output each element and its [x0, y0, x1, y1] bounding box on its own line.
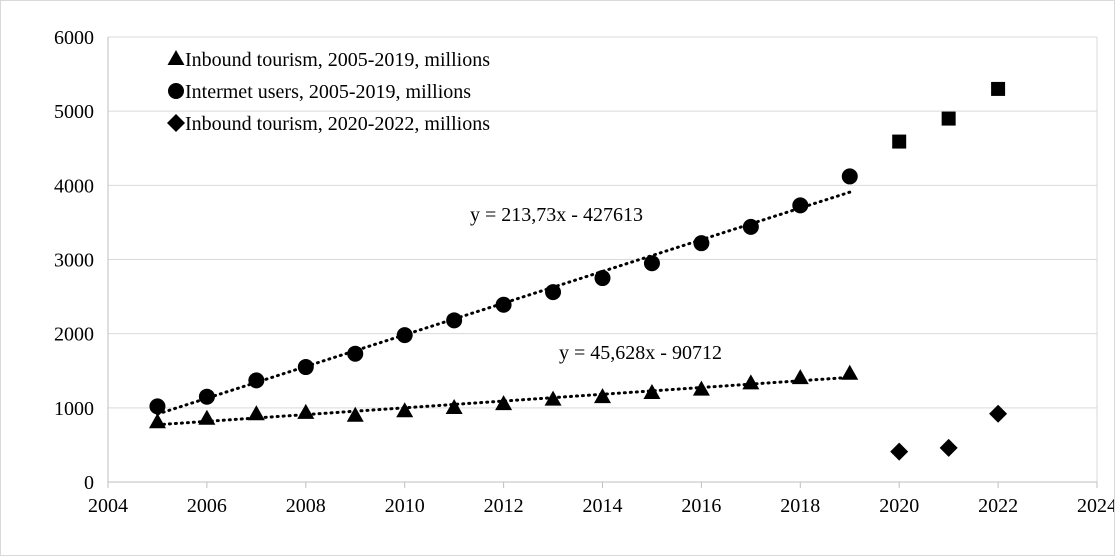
data-point-triangle [198, 409, 216, 425]
y-tick-label: 3000 [54, 250, 94, 272]
data-point-triangle [594, 388, 611, 404]
x-tick-label: 2014 [583, 495, 623, 517]
trendline-equation-2: y = 45,628x - 90712 [559, 342, 722, 364]
data-point-circle [396, 327, 413, 344]
series-2-circle-points [149, 168, 858, 415]
x-tick-label: 2008 [286, 495, 326, 517]
x-tick-label: 2004 [88, 495, 128, 517]
data-point-triangle [495, 395, 513, 411]
x-tick-label: 2022 [978, 495, 1018, 517]
trendline-equation-1: y = 213,73x - 427613 [470, 204, 643, 226]
legend: Inbound tourism, 2005-2019, millions Inte… [167, 49, 490, 135]
x-tick-label: 2018 [780, 495, 820, 517]
x-tick-label: 2016 [681, 495, 721, 517]
data-point-circle [347, 345, 364, 362]
data-point-circle [594, 270, 611, 287]
data-point-circle [545, 284, 562, 301]
data-point-triangle [643, 384, 661, 399]
data-point-circle [198, 388, 215, 405]
data-point-circle [742, 218, 759, 235]
data-point-triangle [346, 406, 364, 422]
data-point-triangle [396, 402, 414, 418]
series-4-square-points [892, 81, 1006, 149]
y-tick-label: 4000 [54, 175, 94, 197]
legend-marker-circle [168, 83, 184, 99]
trendline-1 [155, 190, 852, 416]
axes: 0 1000 2000 3000 4000 5000 6000 2004 2006 2008 201… [54, 27, 1115, 517]
trendlines: y = 213,73x - 427613 y = 45,628x - 90712 [155, 190, 852, 427]
x-tick-label: 2006 [187, 495, 227, 517]
data-point-triangle [445, 398, 463, 414]
gridlines [108, 36, 1098, 482]
data-point-circle [792, 197, 809, 214]
x-tick-label: 2024 [1077, 495, 1114, 517]
data-point-square [892, 134, 907, 149]
y-tick-label: 0 [84, 472, 94, 494]
series-1-triangle-points [148, 364, 859, 429]
data-point-diamond [989, 404, 1008, 423]
data-point-square [941, 111, 956, 126]
legend-marker-diamond [167, 114, 185, 132]
data-point-triangle [247, 405, 265, 421]
data-points [148, 81, 1008, 461]
legend-label: Inbound tourism, 2005-2019, millions [185, 49, 490, 71]
data-point-triangle [841, 364, 859, 380]
series-3-diamond-points [890, 404, 1008, 461]
legend-marker-triangle [167, 50, 185, 65]
data-point-diamond [939, 438, 958, 457]
y-tick-label: 5000 [54, 101, 94, 123]
data-point-diamond [890, 442, 909, 461]
data-point-triangle [544, 390, 562, 406]
data-point-square [991, 81, 1006, 96]
data-point-circle [297, 359, 314, 376]
data-point-triangle [297, 403, 315, 419]
y-tick-label: 1000 [54, 398, 94, 420]
data-point-circle [248, 372, 265, 389]
data-point-triangle [692, 380, 710, 396]
x-tick-label: 2010 [385, 495, 425, 517]
x-tick-label: 2020 [879, 495, 919, 517]
y-tick-label: 2000 [54, 324, 94, 346]
x-tick-label: 2012 [484, 495, 524, 517]
data-point-circle [149, 398, 166, 415]
data-point-circle [841, 168, 858, 185]
y-tick-label: 6000 [54, 27, 94, 49]
data-point-triangle [148, 413, 166, 429]
legend-label: Inbound tourism, 2020-2022, millions [185, 113, 490, 135]
data-point-circle [643, 255, 660, 272]
data-point-circle [693, 235, 710, 252]
data-point-triangle [742, 374, 760, 390]
data-point-triangle [791, 369, 809, 385]
data-point-circle [446, 312, 463, 329]
legend-label: Intermet users, 2005-2019, millions [185, 81, 471, 103]
data-point-circle [495, 296, 512, 313]
